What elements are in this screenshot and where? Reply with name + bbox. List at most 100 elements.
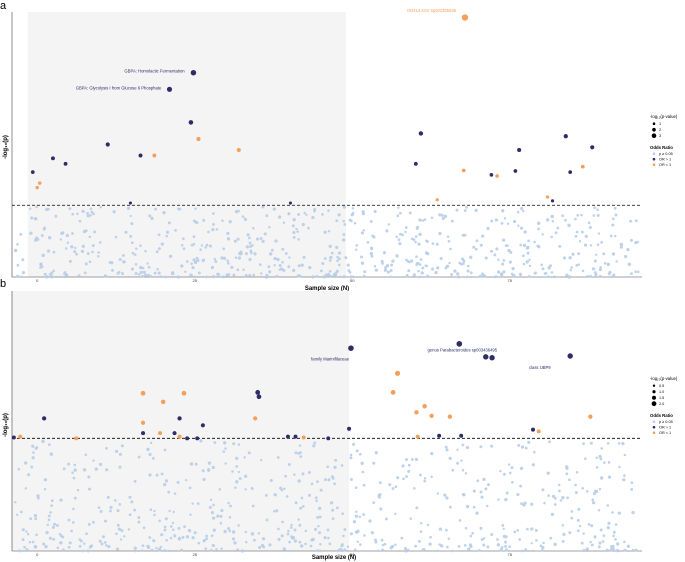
significant-point xyxy=(563,134,568,139)
nonsignificant-point xyxy=(414,235,418,238)
nonsignificant-point xyxy=(481,272,484,276)
nonsignificant-point xyxy=(73,496,77,500)
nonsignificant-point xyxy=(223,441,227,445)
nonsignificant-point xyxy=(327,209,330,212)
nonsignificant-point xyxy=(421,548,425,552)
nonsignificant-point xyxy=(200,244,204,247)
nonsignificant-point xyxy=(149,508,153,512)
nonsignificant-point xyxy=(167,490,171,494)
nonsignificant-point xyxy=(503,217,507,220)
nonsignificant-point xyxy=(188,486,192,490)
nonsignificant-point xyxy=(513,530,517,534)
nonsignificant-point xyxy=(360,461,364,465)
significant-point xyxy=(459,433,464,438)
nonsignificant-point xyxy=(607,272,611,276)
nonsignificant-point xyxy=(300,544,304,548)
nonsignificant-point xyxy=(310,482,314,486)
nonsignificant-point xyxy=(216,514,220,518)
nonsignificant-point xyxy=(273,256,277,261)
nonsignificant-point xyxy=(211,465,215,470)
nonsignificant-point xyxy=(344,256,348,260)
panel-a-legend: -log₁₀(p-value) 1 2 3 Odds Ratio p ≥ 0.05 OR >… xyxy=(650,114,678,167)
significant-point xyxy=(461,14,469,21)
nonsignificant-point xyxy=(73,250,77,254)
nonsignificant-point xyxy=(171,521,175,525)
nonsignificant-point xyxy=(78,538,82,542)
nonsignificant-point xyxy=(570,510,574,513)
nonsignificant-point xyxy=(294,451,298,455)
nonsignificant-point xyxy=(472,245,476,249)
nonsignificant-point xyxy=(97,251,100,254)
nonsignificant-point xyxy=(148,214,152,218)
nonsignificant-point xyxy=(363,274,366,278)
nonsignificant-point xyxy=(193,531,197,535)
nonsignificant-point xyxy=(146,447,150,452)
nonsignificant-point xyxy=(330,475,334,479)
nonsignificant-point xyxy=(379,507,383,511)
nonsignificant-point xyxy=(196,258,200,263)
nonsignificant-point xyxy=(342,275,346,279)
nonsignificant-point xyxy=(287,462,291,466)
nonsignificant-point xyxy=(360,231,365,235)
nonsignificant-point xyxy=(540,549,544,552)
nonsignificant-point xyxy=(65,233,70,238)
nonsignificant-point xyxy=(583,243,588,247)
nonsignificant-point xyxy=(87,522,91,526)
nonsignificant-point xyxy=(281,520,284,524)
nonsignificant-point xyxy=(129,234,133,238)
nonsignificant-point xyxy=(355,248,358,251)
nonsignificant-point xyxy=(311,275,315,279)
nonsignificant-point xyxy=(157,271,161,275)
nonsignificant-point xyxy=(591,498,595,502)
nonsignificant-point xyxy=(173,534,177,538)
nonsignificant-point xyxy=(372,461,376,465)
nonsignificant-point xyxy=(61,535,65,539)
nonsignificant-point xyxy=(222,256,227,261)
nonsignificant-point xyxy=(197,271,201,275)
nonsignificant-point xyxy=(339,547,343,551)
nonsignificant-point xyxy=(516,528,519,532)
nonsignificant-point xyxy=(68,207,72,211)
nonsignificant-point xyxy=(221,275,225,279)
nonsignificant-point xyxy=(275,509,279,513)
nonsignificant-point xyxy=(326,528,330,532)
significant-point xyxy=(588,414,593,419)
nonsignificant-point xyxy=(335,245,339,250)
legend-color-dot xyxy=(652,157,656,161)
significant-point xyxy=(326,436,331,441)
nonsignificant-point xyxy=(258,545,262,549)
nonsignificant-point xyxy=(447,239,451,243)
legend-color-title: Odds Ratio xyxy=(650,413,673,418)
nonsignificant-point xyxy=(395,254,399,258)
nonsignificant-point xyxy=(596,213,600,217)
nonsignificant-point xyxy=(194,220,198,224)
significant-point xyxy=(390,390,396,395)
nonsignificant-point xyxy=(369,246,374,250)
nonsignificant-point xyxy=(300,263,304,267)
nonsignificant-point xyxy=(601,540,605,543)
nonsignificant-point xyxy=(438,213,442,217)
significant-point xyxy=(483,354,489,360)
nonsignificant-point xyxy=(99,510,103,513)
nonsignificant-point xyxy=(71,471,74,474)
nonsignificant-point xyxy=(580,541,584,545)
nonsignificant-point xyxy=(374,451,378,455)
nonsignificant-point xyxy=(578,524,582,528)
nonsignificant-point xyxy=(609,234,613,238)
nonsignificant-point xyxy=(626,247,630,252)
nonsignificant-point xyxy=(479,243,483,247)
nonsignificant-point xyxy=(205,537,209,541)
nonsignificant-point xyxy=(29,517,33,521)
nonsignificant-point xyxy=(568,256,572,260)
nonsignificant-point xyxy=(337,263,341,267)
nonsignificant-point xyxy=(307,226,310,230)
significant-point xyxy=(418,131,424,136)
nonsignificant-point xyxy=(353,548,357,551)
nonsignificant-point xyxy=(203,539,206,542)
legend-size-label: 0.5 xyxy=(659,384,664,388)
nonsignificant-point xyxy=(543,501,546,505)
nonsignificant-point xyxy=(93,230,97,234)
nonsignificant-point xyxy=(449,505,452,509)
nonsignificant-point xyxy=(418,263,422,266)
nonsignificant-point xyxy=(504,544,508,548)
